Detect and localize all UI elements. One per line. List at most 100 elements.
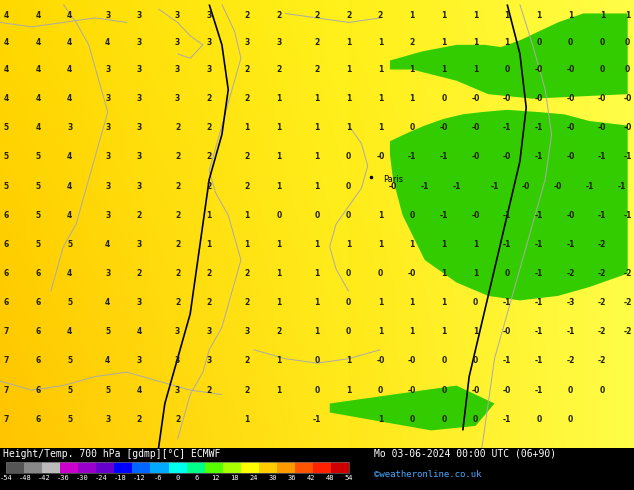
- Text: 1: 1: [314, 152, 320, 161]
- Text: 1: 1: [346, 94, 351, 103]
- Bar: [240, 462, 259, 473]
- Text: -1: -1: [534, 211, 543, 220]
- Text: 18: 18: [230, 475, 239, 481]
- Bar: [150, 462, 169, 473]
- Text: 3: 3: [105, 211, 110, 220]
- Text: 0: 0: [346, 211, 351, 220]
- Bar: [96, 462, 115, 473]
- Text: 1: 1: [378, 415, 383, 424]
- Text: 1: 1: [378, 38, 383, 47]
- Text: 1: 1: [276, 269, 281, 278]
- Text: 2: 2: [245, 298, 250, 307]
- Text: 1: 1: [378, 240, 383, 249]
- Bar: [79, 462, 96, 473]
- Text: -0: -0: [566, 211, 575, 220]
- Text: 5: 5: [67, 240, 72, 249]
- Text: 1: 1: [473, 11, 478, 20]
- Text: 3: 3: [175, 11, 180, 20]
- Text: 6: 6: [4, 269, 9, 278]
- Text: 4: 4: [4, 94, 9, 103]
- Text: -1: -1: [420, 182, 429, 191]
- Text: ©weatheronline.co.uk: ©weatheronline.co.uk: [374, 470, 482, 479]
- Text: 0: 0: [314, 356, 320, 366]
- Text: 3: 3: [105, 94, 110, 103]
- Text: 1: 1: [473, 327, 478, 336]
- Text: 6: 6: [36, 386, 41, 394]
- Text: 5: 5: [36, 240, 41, 249]
- Text: 1: 1: [473, 38, 478, 47]
- Text: 2: 2: [245, 94, 250, 103]
- Text: 2: 2: [175, 269, 180, 278]
- Text: 1: 1: [276, 152, 281, 161]
- Text: 0: 0: [441, 415, 446, 424]
- Text: -42: -42: [38, 475, 51, 481]
- Text: 3: 3: [105, 182, 110, 191]
- Text: 3: 3: [207, 65, 212, 74]
- Text: -0: -0: [598, 94, 607, 103]
- Text: 0: 0: [314, 211, 320, 220]
- Text: -0: -0: [376, 152, 385, 161]
- Text: -1: -1: [534, 240, 543, 249]
- Text: 3: 3: [207, 11, 212, 20]
- Text: 3: 3: [137, 123, 142, 132]
- Text: 6: 6: [4, 298, 9, 307]
- Text: 2: 2: [276, 327, 281, 336]
- Text: 5: 5: [67, 415, 72, 424]
- Text: 3: 3: [105, 65, 110, 74]
- Text: 54: 54: [344, 475, 353, 481]
- Text: 4: 4: [137, 386, 142, 394]
- Text: -0: -0: [566, 123, 575, 132]
- Text: 4: 4: [105, 38, 110, 47]
- Text: 1: 1: [276, 240, 281, 249]
- Text: -2: -2: [566, 356, 575, 366]
- Text: 4: 4: [67, 327, 72, 336]
- Text: 2: 2: [207, 152, 212, 161]
- Text: 1: 1: [378, 65, 383, 74]
- Text: -1: -1: [534, 298, 543, 307]
- Text: -1: -1: [617, 182, 626, 191]
- Text: 0: 0: [410, 211, 415, 220]
- Text: 2: 2: [245, 11, 250, 20]
- Text: 2: 2: [207, 386, 212, 394]
- Text: 6: 6: [36, 269, 41, 278]
- Text: 1: 1: [441, 38, 446, 47]
- Text: 5: 5: [105, 386, 110, 394]
- Text: Paris: Paris: [384, 175, 404, 184]
- Text: 4: 4: [36, 65, 41, 74]
- Text: 4: 4: [67, 11, 72, 20]
- Text: -1: -1: [534, 356, 543, 366]
- Text: 0: 0: [568, 386, 573, 394]
- Text: 1: 1: [473, 65, 478, 74]
- Text: -18: -18: [114, 475, 127, 481]
- Bar: [331, 462, 349, 473]
- Text: -2: -2: [598, 356, 607, 366]
- Text: 0: 0: [473, 415, 478, 424]
- Text: -1: -1: [503, 356, 512, 366]
- Bar: [6, 462, 349, 473]
- Text: 6: 6: [36, 298, 41, 307]
- Text: 1: 1: [314, 269, 320, 278]
- Text: -2: -2: [598, 298, 607, 307]
- Text: 2: 2: [137, 415, 142, 424]
- Text: 6: 6: [4, 240, 9, 249]
- Text: 0: 0: [568, 415, 573, 424]
- Text: 0: 0: [176, 475, 179, 481]
- Text: 3: 3: [175, 327, 180, 336]
- Text: 3: 3: [137, 11, 142, 20]
- Text: 0: 0: [568, 38, 573, 47]
- Text: 3: 3: [175, 38, 180, 47]
- Text: -2: -2: [623, 298, 632, 307]
- Text: -0: -0: [623, 123, 632, 132]
- Text: -0: -0: [389, 182, 398, 191]
- Text: 1: 1: [441, 240, 446, 249]
- Text: 1: 1: [314, 123, 320, 132]
- Text: 1: 1: [378, 211, 383, 220]
- Text: 2: 2: [276, 11, 281, 20]
- Text: -1: -1: [408, 152, 417, 161]
- Text: 1: 1: [245, 415, 250, 424]
- Text: 1: 1: [276, 182, 281, 191]
- Polygon shape: [390, 13, 628, 98]
- Bar: [24, 462, 42, 473]
- Text: -1: -1: [439, 152, 448, 161]
- Text: -48: -48: [19, 475, 32, 481]
